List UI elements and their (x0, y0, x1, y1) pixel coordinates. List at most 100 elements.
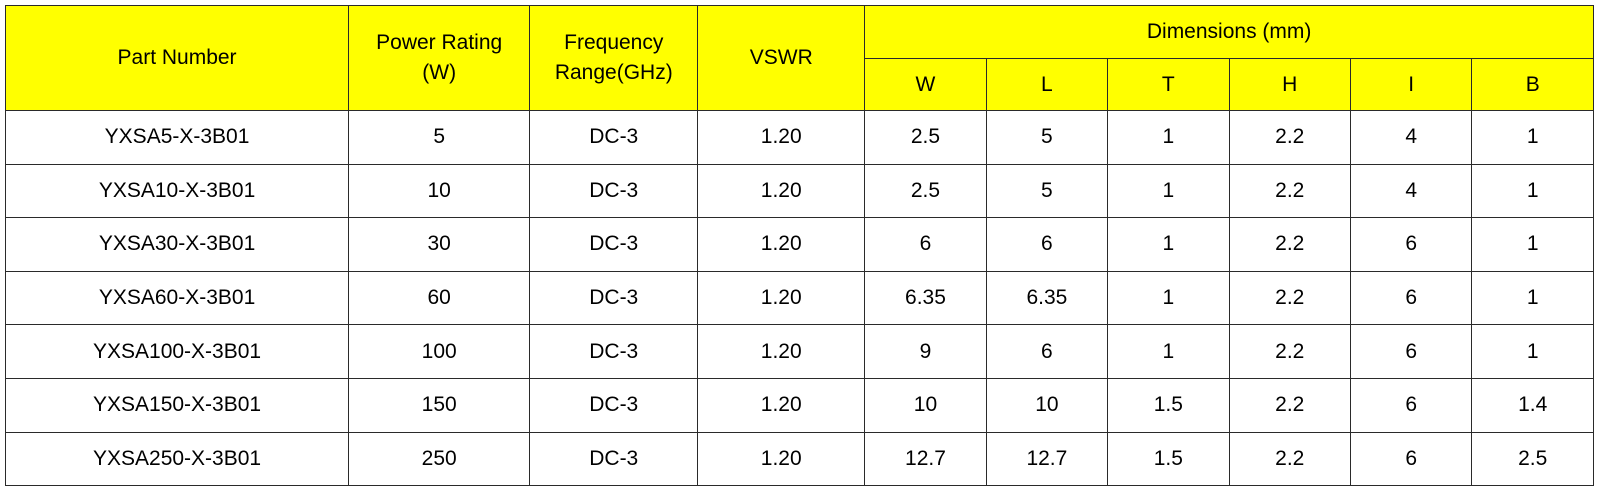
header-frequency-range: Frequency Range(GHz) (529, 5, 699, 111)
cell-dim-w: 12.7 (864, 431, 987, 487)
header-dim-i: I (1349, 58, 1473, 111)
cell-vswr: 1.20 (697, 110, 866, 165)
cell-dim-t: 1.5 (1107, 431, 1230, 487)
cell-part-number: YXSA30-X-3B01 (4, 217, 350, 272)
cell-frequency-range: DC-3 (529, 270, 699, 326)
cell-vswr: 1.20 (697, 270, 866, 326)
cell-dim-l: 5 (985, 110, 1109, 165)
cell-frequency-range: DC-3 (529, 431, 699, 487)
cell-power-rating: 5 (348, 110, 531, 165)
cell-power-rating: 10 (348, 163, 531, 219)
cell-dim-t: 1 (1107, 163, 1230, 219)
cell-power-rating: 150 (348, 377, 531, 433)
cell-dim-b: 1 (1471, 270, 1594, 326)
table-row: YXSA60-X-3B01 60 DC-3 1.20 6.35 6.35 1 2.2 6 1 (4, 270, 1594, 326)
cell-dim-h: 2.2 (1228, 163, 1351, 219)
cell-dim-l: 12.7 (985, 431, 1109, 487)
cell-dim-i: 6 (1349, 377, 1473, 433)
cell-dim-i: 6 (1349, 270, 1473, 326)
cell-dim-b: 1 (1471, 110, 1594, 165)
cell-power-rating: 250 (348, 431, 531, 487)
table-row: YXSA250-X-3B01 250 DC-3 1.20 12.7 12.7 1.5 2.2 6… (4, 431, 1594, 487)
cell-vswr: 1.20 (697, 217, 866, 272)
cell-frequency-range: DC-3 (529, 217, 699, 272)
cell-dim-l: 6 (985, 217, 1109, 272)
header-frequency-line2: Range(GHz) (554, 61, 673, 84)
cell-dim-i: 4 (1349, 110, 1473, 165)
header-frequency-line1: Frequency (564, 31, 664, 54)
header-vswr-label: VSWR (749, 46, 813, 69)
cell-vswr: 1.20 (697, 163, 866, 219)
cell-vswr: 1.20 (697, 431, 866, 487)
cell-dim-h: 2.2 (1228, 431, 1351, 487)
cell-dim-t: 1 (1107, 217, 1230, 272)
cell-dim-b: 2.5 (1471, 431, 1594, 487)
cell-dim-b: 1.4 (1471, 377, 1594, 433)
cell-vswr: 1.20 (697, 377, 866, 433)
cell-part-number: YXSA10-X-3B01 (4, 163, 350, 219)
cell-power-rating: 60 (348, 270, 531, 326)
cell-dim-t: 1 (1107, 110, 1230, 165)
header-part-number-label: Part Number (117, 46, 237, 69)
cell-dim-l: 6 (985, 324, 1109, 379)
cell-dim-h: 2.2 (1228, 110, 1351, 165)
header-dimensions: Dimensions (mm) (864, 5, 1594, 59)
cell-frequency-range: DC-3 (529, 377, 699, 433)
header-part-number: Part Number (4, 5, 350, 111)
cell-dim-w: 2.5 (864, 110, 987, 165)
spec-table: Part Number Power Rating (W) Frequency R… (4, 5, 1594, 487)
cell-dim-b: 1 (1471, 163, 1594, 219)
cell-power-rating: 30 (348, 217, 531, 272)
header-dim-b: B (1471, 58, 1594, 111)
header-dim-h: H (1228, 58, 1351, 111)
cell-part-number: YXSA100-X-3B01 (4, 324, 350, 379)
header-row-top: Part Number Power Rating (W) Frequency R… (4, 5, 1594, 111)
cell-part-number: YXSA250-X-3B01 (4, 431, 350, 487)
cell-dim-l: 6.35 (985, 270, 1109, 326)
cell-dim-h: 2.2 (1228, 377, 1351, 433)
cell-dim-h: 2.2 (1228, 324, 1351, 379)
cell-vswr: 1.20 (697, 324, 866, 379)
cell-part-number: YXSA60-X-3B01 (4, 270, 350, 326)
cell-dim-t: 1 (1107, 270, 1230, 326)
header-dim-w: W (864, 58, 987, 111)
cell-dim-w: 2.5 (864, 163, 987, 219)
cell-frequency-range: DC-3 (529, 324, 699, 379)
header-dimensions-label: Dimensions (mm) (1146, 20, 1312, 43)
cell-dim-t: 1 (1107, 324, 1230, 379)
header-vswr: VSWR (697, 5, 866, 111)
header-dim-t: T (1107, 58, 1230, 111)
cell-dim-i: 6 (1349, 431, 1473, 487)
cell-part-number: YXSA150-X-3B01 (4, 377, 350, 433)
cell-dim-i: 4 (1349, 163, 1473, 219)
table-row: YXSA100-X-3B01 100 DC-3 1.20 9 6 1 2.2 6 1 (4, 324, 1594, 379)
header-power-rating: Power Rating (W) (348, 5, 531, 111)
cell-dim-l: 10 (985, 377, 1109, 433)
cell-dim-h: 2.2 (1228, 217, 1351, 272)
cell-dim-h: 2.2 (1228, 270, 1351, 326)
cell-part-number: YXSA5-X-3B01 (4, 110, 350, 165)
table-header: Part Number Power Rating (W) Frequency R… (4, 5, 1594, 111)
header-power-rating-line1: Power Rating (376, 31, 503, 54)
cell-dim-b: 1 (1471, 324, 1594, 379)
cell-dim-i: 6 (1349, 217, 1473, 272)
cell-dim-b: 1 (1471, 217, 1594, 272)
cell-frequency-range: DC-3 (529, 110, 699, 165)
cell-frequency-range: DC-3 (529, 163, 699, 219)
cell-dim-w: 6.35 (864, 270, 987, 326)
header-dim-l: L (985, 58, 1109, 111)
table-row: YXSA10-X-3B01 10 DC-3 1.20 2.5 5 1 2.2 4 1 (4, 163, 1594, 219)
cell-dim-w: 9 (864, 324, 987, 379)
cell-dim-w: 6 (864, 217, 987, 272)
header-power-rating-line2: (W) (422, 61, 457, 84)
cell-dim-t: 1.5 (1107, 377, 1230, 433)
table-row: YXSA150-X-3B01 150 DC-3 1.20 10 10 1.5 2.2 6 1.4 (4, 377, 1594, 433)
cell-dim-i: 6 (1349, 324, 1473, 379)
table-body: YXSA5-X-3B01 5 DC-3 1.20 2.5 5 1 2.2 4 1 YXSA10-X-… (4, 110, 1594, 487)
cell-power-rating: 100 (348, 324, 531, 379)
header-row-dimensions: W L T H I B (6, 58, 1594, 111)
table-row: YXSA5-X-3B01 5 DC-3 1.20 2.5 5 1 2.2 4 1 (4, 110, 1594, 165)
table-row: YXSA30-X-3B01 30 DC-3 1.20 6 6 1 2.2 6 1 (4, 217, 1594, 272)
cell-dim-l: 5 (985, 163, 1109, 219)
cell-dim-w: 10 (864, 377, 987, 433)
